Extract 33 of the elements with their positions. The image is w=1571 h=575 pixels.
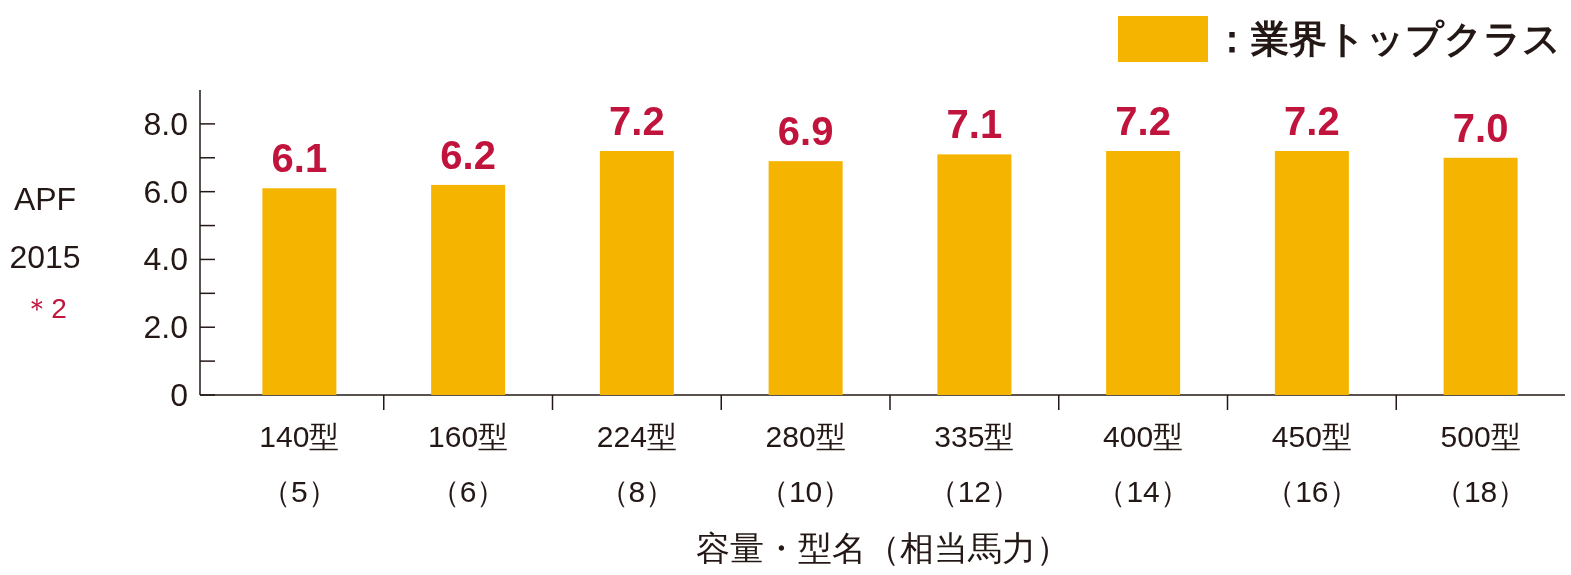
x-tick-label: 500型（18）	[1433, 420, 1528, 508]
text: ＊2	[23, 293, 67, 324]
y-tick-label: 4.0	[143, 241, 188, 278]
x-tick-label: 280型（10）	[758, 420, 853, 508]
x-axis-title: 容量・型名（相当馬力）	[695, 529, 1070, 567]
bar	[431, 184, 506, 395]
bar	[262, 188, 337, 395]
bar	[1443, 157, 1518, 395]
y-tick-label: 0	[170, 377, 188, 413]
text: 7.2	[1115, 99, 1171, 143]
text: 6.2	[440, 132, 496, 177]
x-tick-label: 450型（16）	[1265, 420, 1359, 508]
bar	[1274, 151, 1349, 395]
x-tick-label: 224型（8）	[596, 420, 677, 508]
x-tick-label: 335型（12）	[927, 420, 1022, 508]
text: 6.1	[271, 136, 328, 181]
text: 7.1	[946, 102, 1003, 147]
text: 7.2	[1284, 99, 1340, 143]
legend-label: ：業界トップクラス	[1213, 18, 1561, 60]
y-tick-label: 8.0	[143, 105, 188, 142]
bar	[599, 151, 674, 395]
bar	[937, 154, 1012, 395]
text: 7.2	[609, 99, 665, 143]
y-axis-title: APF 2015	[9, 181, 81, 275]
x-tick-label: 140型（5）	[259, 420, 340, 508]
text: 6.9	[777, 109, 834, 154]
y-tick-label: 2.0	[143, 309, 188, 346]
bar	[768, 161, 843, 395]
y-tick-label: 6.0	[143, 173, 188, 210]
x-tick-label: 400型（14）	[1096, 420, 1190, 508]
x-tick-label: 160型（6）	[428, 420, 509, 508]
text: 7.0	[1452, 105, 1509, 150]
bar	[1106, 151, 1181, 395]
